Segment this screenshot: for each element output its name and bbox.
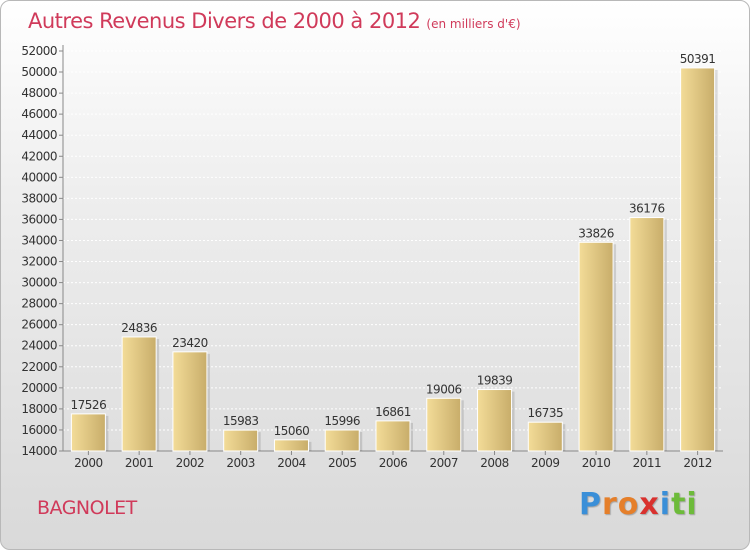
x-tick-label: 2003 bbox=[226, 456, 255, 470]
bar bbox=[121, 336, 157, 452]
y-tick-label: 50000 bbox=[21, 65, 57, 79]
x-tick-label: 2008 bbox=[480, 456, 509, 470]
y-tick-label: 44000 bbox=[21, 128, 57, 142]
bar bbox=[172, 351, 208, 452]
x-tick-label: 2012 bbox=[683, 456, 712, 470]
logo-letter: x bbox=[639, 487, 660, 522]
logo-letter: o bbox=[617, 487, 640, 522]
y-tick-label: 24000 bbox=[21, 339, 57, 353]
data-label: 23420 bbox=[172, 336, 208, 350]
y-tick-label: 48000 bbox=[21, 86, 57, 100]
bar bbox=[477, 389, 513, 452]
y-tick-label: 46000 bbox=[21, 107, 57, 121]
y-tick-label: 26000 bbox=[21, 318, 57, 332]
logo-letter: i bbox=[659, 487, 672, 522]
y-tick-label: 22000 bbox=[21, 360, 57, 374]
data-label: 19839 bbox=[477, 374, 513, 388]
proxiti-logo: Proxiti bbox=[579, 487, 698, 522]
bar bbox=[426, 397, 462, 452]
data-label: 36176 bbox=[629, 202, 665, 216]
y-tick-label: 20000 bbox=[21, 381, 57, 395]
data-label: 50391 bbox=[680, 52, 716, 66]
data-label: 17526 bbox=[71, 398, 107, 412]
data-label: 16735 bbox=[527, 406, 563, 420]
x-tick-label: 2010 bbox=[582, 456, 611, 470]
x-tick-label: 2000 bbox=[74, 456, 103, 470]
y-tick-label: 28000 bbox=[21, 297, 57, 311]
bar bbox=[629, 217, 665, 452]
y-tick-label: 38000 bbox=[21, 191, 57, 205]
y-tick-label: 18000 bbox=[21, 402, 57, 416]
y-tick-label: 52000 bbox=[21, 44, 57, 58]
y-tick-label: 32000 bbox=[21, 255, 57, 269]
title-main: Autres Revenus Divers de 2000 à 2012 bbox=[28, 9, 421, 33]
logo-letter: P bbox=[579, 487, 602, 522]
x-tick-label: 2002 bbox=[176, 456, 205, 470]
data-label: 24836 bbox=[121, 321, 157, 335]
bar bbox=[527, 421, 563, 452]
y-tick-label: 40000 bbox=[21, 170, 57, 184]
bar bbox=[578, 241, 614, 452]
title-subtitle: (en milliers d'€) bbox=[426, 17, 521, 31]
data-label: 19006 bbox=[426, 382, 462, 396]
y-tick-label: 14000 bbox=[21, 444, 57, 458]
y-tick-label: 16000 bbox=[21, 423, 57, 437]
data-label: 15060 bbox=[274, 424, 310, 438]
city-name: BAGNOLET bbox=[37, 497, 137, 519]
logo-letter: i bbox=[686, 487, 698, 522]
bar bbox=[324, 429, 360, 452]
y-tick-label: 36000 bbox=[21, 212, 57, 226]
bar bbox=[223, 429, 259, 452]
y-tick-label: 30000 bbox=[21, 276, 57, 290]
x-tick-label: 2007 bbox=[429, 456, 458, 470]
x-tick-label: 2006 bbox=[379, 456, 408, 470]
bar bbox=[273, 439, 309, 452]
data-label: 33826 bbox=[578, 226, 614, 240]
logo-letter: r bbox=[602, 487, 618, 522]
x-tick-label: 2004 bbox=[277, 456, 306, 470]
data-label: 15996 bbox=[324, 414, 360, 428]
y-tick-label: 34000 bbox=[21, 233, 57, 247]
x-tick-label: 2005 bbox=[328, 456, 357, 470]
x-tick-label: 2011 bbox=[633, 456, 662, 470]
data-label: 15983 bbox=[223, 414, 259, 428]
logo-letter: t bbox=[671, 487, 687, 522]
bar bbox=[375, 420, 411, 452]
bar bbox=[680, 67, 716, 452]
y-tick-label: 42000 bbox=[21, 149, 57, 163]
bar bbox=[70, 413, 106, 452]
x-tick-label: 2009 bbox=[531, 456, 560, 470]
data-label: 16861 bbox=[375, 405, 411, 419]
chart-title: Autres Revenus Divers de 2000 à 2012 (en … bbox=[28, 9, 521, 33]
x-tick-label: 2001 bbox=[125, 456, 154, 470]
